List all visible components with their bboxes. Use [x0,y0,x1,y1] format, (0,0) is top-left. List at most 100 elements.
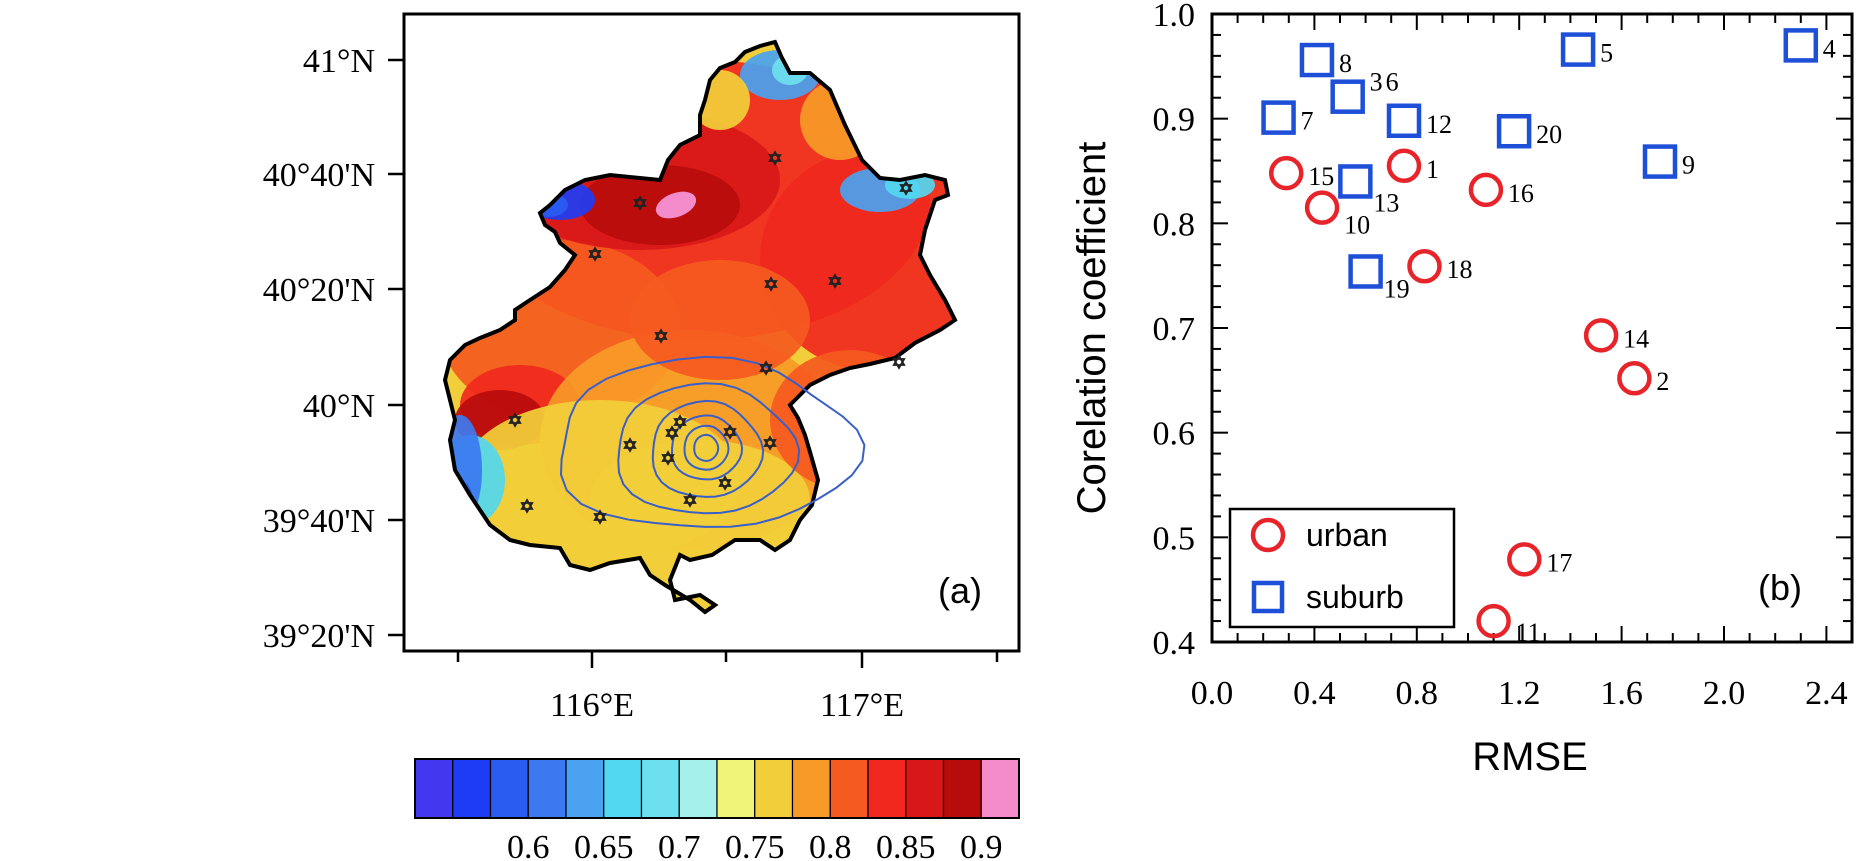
legend: urban suburb [1228,507,1456,629]
lat-label: 39°40'N [263,503,375,540]
colorbar-swatch [489,758,529,819]
x-tick-label: 0.4 [1293,675,1336,712]
colorbar-tick-label: 0.65 [574,829,634,861]
x-tick-label: 1.6 [1600,675,1643,712]
station-marker-icon [633,195,647,211]
field-region [445,480,473,520]
colorbar-swatch [452,758,492,819]
suburb-point [1386,103,1422,139]
point-label: 3 [1370,68,1383,97]
point-label: 10 [1344,211,1370,240]
urban-contours [559,355,866,528]
legend-suburb-marker [1251,580,1285,614]
colorbar-swatch [942,758,982,819]
suburb-point [1330,79,1365,114]
urban-point [1386,148,1422,184]
urban-point [1507,542,1542,577]
station-marker-icon [718,475,732,491]
colorbar-tick-label: 0.6 [507,829,550,861]
station-marker-icon [623,437,637,453]
station-marker-icon [899,180,913,196]
colorbar-swatch [716,758,756,819]
suburb-point [1783,28,1819,63]
field-region [630,260,810,380]
y-tick-label: 0.8 [1153,206,1196,243]
station-marker-icon [654,328,668,344]
station-marker-icon [763,435,777,451]
colorbar-tick-label: 0.85 [876,829,936,861]
star-icon [654,328,668,344]
station-marker-icon [508,412,522,428]
suburb-point [1299,42,1335,78]
field-region [590,440,810,560]
point-label: 8 [1339,49,1352,78]
x-tick-label: 0.0 [1191,675,1234,712]
colorbar-tick-label: 0.75 [725,829,785,861]
lat-label: 40°40'N [263,157,375,194]
scatter-panel: 0.0 0.4 0.8 1.2 1.6 2.0 2.4 0.4 0.5 0.6 0.7 0.8 0.9 1… [1070,0,1854,779]
point-label: 4 [1823,34,1836,63]
station-marker-icon [759,360,773,376]
point-label: 5 [1600,39,1613,68]
station-marker-icon [520,498,534,514]
x-tick-label: 2.4 [1805,675,1848,712]
y-tick-label: 0.6 [1153,416,1196,453]
lat-label: 41°N [303,43,375,80]
star-icon [661,450,675,466]
colorbar-swatch [414,758,454,819]
suburb-point [1642,144,1678,179]
point-label: 13 [1373,188,1399,217]
station-marker-icon [828,273,842,289]
scatter-points: 1 15 16 10 18 142 17 11 4 5 83 6 7 12 20 9 13 19 [1261,28,1836,647]
star-icon [892,354,906,370]
x-tick-label: 2.0 [1703,675,1746,712]
point-label: 20 [1536,120,1562,149]
contour-line [670,414,744,481]
station-marker-icon [683,492,697,508]
star-icon [508,412,522,428]
legend-suburb-label: suburb [1306,579,1404,615]
point-label: 2 [1656,367,1669,396]
star-icon [520,498,534,514]
y-tick-label: 0.4 [1153,625,1196,662]
map-frame [402,12,1021,653]
y-tick-label: 0.9 [1153,102,1196,139]
lat-label: 39°20'N [263,618,375,655]
legend-urban-label: urban [1306,517,1388,553]
suburb-point [1560,32,1596,67]
star-icon [633,195,647,211]
lon-label: 116°E [550,687,634,724]
lat-label: 40°N [303,388,375,425]
station-markers [508,150,913,525]
colorbar-swatch [678,758,718,819]
point-label: 7 [1301,107,1314,136]
suburb-point [1496,113,1532,149]
urban-point [1583,318,1619,353]
contour-line [683,424,730,471]
star-icon [683,492,697,508]
point-label: 12 [1426,110,1452,139]
y-tick-label: 0.7 [1153,311,1196,348]
station-marker-icon [892,354,906,370]
field-region [800,80,880,160]
urban-point [1268,155,1304,191]
station-marker-icon [588,246,602,262]
point-label: 16 [1508,179,1534,208]
urban-point [1476,603,1511,639]
star-icon [588,246,602,262]
colorbar-swatch [603,758,643,819]
star-icon [623,437,637,453]
scatter-tick-labels: 0.0 0.4 0.8 1.2 1.6 2.0 2.4 0.4 0.5 0.6 0.7 0.8 0.9 1… [1153,0,1848,712]
star-icon [593,509,607,525]
colorbar-swatch [754,758,794,819]
suburb-point [1261,100,1296,135]
star-icon [899,180,913,196]
colorbar-swatch [640,758,680,819]
colorbar-frame [414,758,1020,819]
legend-box [1228,507,1456,629]
y-tick-label: 0.5 [1153,520,1196,557]
y-axis-label: Corelation coefficient [1070,142,1114,515]
station-marker-icon [768,150,782,166]
colorbar-swatch [867,758,907,819]
